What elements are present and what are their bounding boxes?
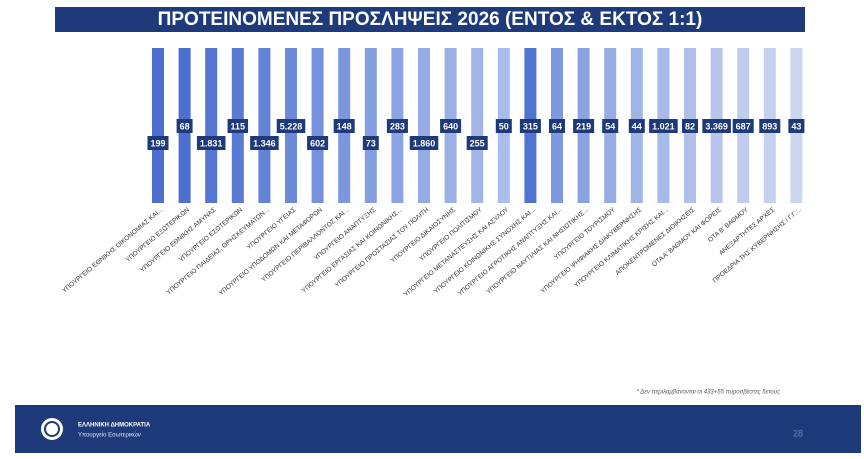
value-label-text: 115 — [231, 121, 246, 131]
value-label: 3.369 — [702, 119, 731, 133]
value-label: 1.831 — [196, 136, 226, 150]
value-label: 1.021 — [649, 119, 678, 133]
value-label-text: 1.860 — [413, 138, 436, 148]
bar — [418, 48, 430, 203]
value-label: 43 — [788, 119, 805, 133]
value-label-box — [276, 119, 306, 133]
value-label-text: 148 — [337, 121, 352, 131]
value-label: 50 — [495, 119, 512, 133]
title-bar — [55, 7, 805, 32]
value-label: 148 — [333, 119, 355, 133]
footer-ministry: Υπουργείο Εσωτερικών — [78, 433, 141, 439]
value-label-text: 44 — [632, 121, 642, 131]
value-label-box — [196, 136, 226, 150]
value-label: 893 — [759, 119, 781, 133]
value-label: 199 — [147, 136, 169, 150]
value-label: 1.860 — [409, 136, 439, 150]
value-label-text: 54 — [605, 121, 615, 131]
value-label-box — [788, 119, 805, 133]
value-label-box — [147, 136, 169, 150]
value-label: 315 — [519, 119, 541, 133]
value-label-text: 43 — [791, 121, 801, 131]
value-label-box — [649, 119, 678, 133]
value-label-box — [227, 119, 249, 133]
bar — [471, 48, 484, 203]
value-label: 54 — [602, 119, 619, 133]
value-label-box — [466, 136, 488, 150]
value-label: 687 — [732, 119, 754, 133]
value-label-text: 1.021 — [652, 121, 675, 131]
value-label-box — [681, 119, 699, 133]
value-label: 602 — [307, 136, 329, 150]
bar — [364, 48, 377, 203]
value-label-box — [333, 119, 355, 133]
value-label-box — [409, 136, 439, 150]
value-label-box — [573, 119, 595, 133]
value-label-box — [628, 119, 645, 133]
value-label-text: 68 — [180, 121, 190, 131]
value-label: 640 — [440, 119, 462, 133]
value-label-box — [702, 119, 731, 133]
bar — [205, 48, 218, 203]
page-number: 28 — [793, 428, 803, 438]
value-label-box — [250, 136, 279, 150]
value-label-text: 82 — [685, 121, 695, 131]
value-label: 73 — [362, 136, 379, 150]
value-label: 219 — [573, 119, 595, 133]
bar — [311, 48, 324, 203]
value-label: 115 — [227, 119, 249, 133]
value-label-box — [176, 119, 193, 133]
value-label-text: 640 — [443, 121, 458, 131]
value-label-text: 50 — [499, 121, 509, 131]
value-label-box — [602, 119, 619, 133]
value-label: 283 — [386, 119, 408, 133]
value-label-text: 73 — [366, 138, 376, 148]
value-label-text: 199 — [150, 138, 165, 148]
value-label-text: 1.831 — [200, 138, 223, 148]
value-label: 68 — [176, 119, 193, 133]
value-label-text: 219 — [576, 121, 591, 131]
value-label-box — [732, 119, 754, 133]
value-label-box — [307, 136, 329, 150]
value-label-text: 3.369 — [705, 121, 728, 131]
value-label-text: 1.346 — [253, 138, 276, 148]
value-label: 1.346 — [250, 136, 279, 150]
footnote: * Δεν περιλαμβάνονται οι 433+55 πυροσβέσ… — [637, 389, 781, 396]
value-label-text: 893 — [762, 121, 777, 131]
value-label: 82 — [681, 119, 699, 133]
value-label-text: 64 — [552, 121, 562, 131]
value-label-box — [440, 119, 462, 133]
value-label: 5.228 — [276, 119, 306, 133]
value-label: 64 — [548, 119, 566, 133]
bar — [152, 48, 164, 203]
value-label-box — [759, 119, 781, 133]
value-label-text: 687 — [736, 121, 751, 131]
value-label-box — [495, 119, 512, 133]
value-label-box — [386, 119, 408, 133]
value-label-text: 5.228 — [280, 121, 303, 131]
value-label-text: 283 — [390, 121, 405, 131]
value-label-text: 315 — [523, 121, 538, 131]
value-label: 44 — [628, 119, 645, 133]
value-label-text: 602 — [310, 138, 325, 148]
value-label-box — [362, 136, 379, 150]
chart-title: ΠΡΟΤΕΙΝΟΜΕΝΕΣ ΠΡΟΣΛΗΨΕΙΣ 2026 (ΕΝΤΟΣ & Ε… — [158, 9, 703, 30]
bar — [258, 48, 271, 203]
footer-bar — [15, 405, 861, 453]
emblem-ring — [44, 421, 60, 437]
value-label-text: 255 — [470, 138, 485, 148]
footer-org: ΕΛΛΗΝΙΚΗ ΔΗΜΟΚΡΑΤΙΑ — [78, 423, 151, 429]
value-label: 255 — [466, 136, 488, 150]
value-label-box — [519, 119, 541, 133]
value-label-box — [548, 119, 566, 133]
